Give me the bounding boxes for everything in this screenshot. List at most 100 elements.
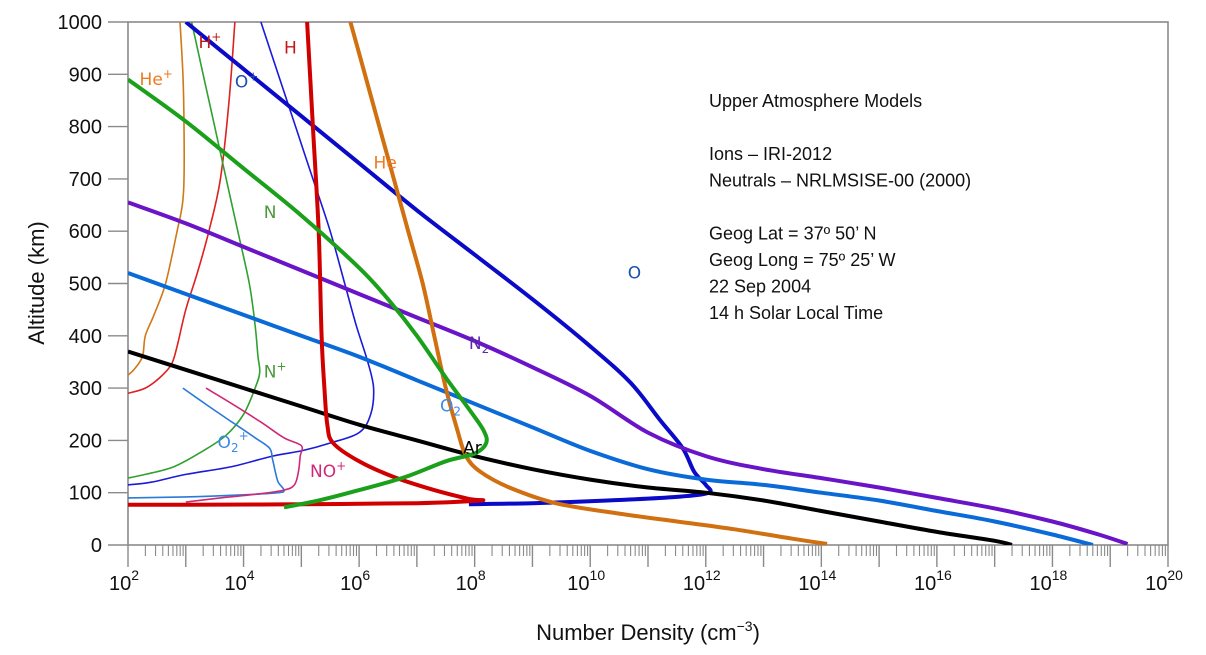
x-tick-base: 10 — [340, 573, 362, 595]
series-label-superscript: + — [211, 30, 221, 44]
series-label-n-ion: N+ — [264, 360, 287, 383]
series-label-main: N — [264, 363, 277, 383]
y-tick-label: 100 — [69, 483, 102, 505]
x-axis-title-main: Number Density (cm — [536, 620, 736, 645]
series-label-n: N — [264, 203, 277, 223]
y-tick-label: 600 — [69, 221, 102, 243]
x-tick-exponent: 2 — [131, 567, 139, 583]
model-info-annotation: Upper Atmosphere Models Ions – IRI-2012 Ne… — [709, 91, 971, 323]
x-tick-exponent: 4 — [247, 567, 255, 583]
series-label-o: O — [628, 263, 641, 283]
series-label-main: N — [469, 334, 482, 354]
series-label-h-ion: H+ — [198, 30, 221, 53]
x-tick-label: 102 — [109, 567, 139, 595]
series-label-n2: N2 — [469, 334, 489, 356]
series-line-ar — [128, 349, 1013, 545]
series-label-main: H — [198, 33, 211, 53]
series-label-o-ion: O+ — [235, 69, 258, 92]
x-tick-base: 10 — [567, 573, 589, 595]
series-label-main: O — [218, 433, 231, 453]
series-label-ar: Ar — [463, 438, 482, 458]
x-tick-base: 10 — [1030, 573, 1052, 595]
y-tick-label: 200 — [69, 430, 102, 452]
x-axis: 102 104 106 108 1010 1012 1014 1016 1018 1020 — [109, 545, 1183, 595]
series-label-superscript: + — [248, 69, 258, 83]
x-tick-label: 1010 — [567, 567, 605, 595]
info-line: Ions – IRI-2012 — [709, 144, 832, 164]
y-tick-label: 700 — [69, 169, 102, 191]
x-tick-label: 1012 — [683, 567, 721, 595]
info-line: Geog Lat = 37º 50’ N — [709, 224, 877, 244]
series-line-o2 — [128, 271, 1094, 545]
series-label-main: NO — [310, 462, 336, 482]
x-tick-exponent: 10 — [590, 567, 606, 583]
series-label-he: He — [374, 153, 397, 173]
x-tick-label: 1014 — [798, 567, 836, 595]
series-label-main: O — [440, 397, 453, 417]
x-tick-exponent: 16 — [936, 567, 952, 583]
series-label-o2: O2 — [440, 397, 461, 419]
x-tick-exponent: 20 — [1167, 567, 1183, 583]
info-line: 22 Sep 2004 — [709, 277, 811, 297]
y-tick-label: 400 — [69, 326, 102, 348]
series-label-he-ion: He+ — [140, 67, 173, 90]
series-line-h-ion — [128, 22, 236, 395]
series-label-superscript: + — [239, 429, 249, 443]
series-label-no-ion: NO+ — [310, 459, 346, 482]
series-layer — [128, 22, 1129, 545]
series-label-h: H — [284, 38, 297, 58]
series-line-no-ion — [185, 387, 304, 503]
x-tick-exponent: 18 — [1052, 567, 1068, 583]
series-line-o-ion — [128, 22, 375, 486]
x-tick-label: 1018 — [1030, 567, 1068, 595]
series-label-main: He — [374, 153, 397, 173]
x-tick-label: 104 — [225, 567, 255, 595]
info-line: Upper Atmosphere Models — [709, 91, 922, 111]
series-label-superscript: + — [163, 67, 173, 81]
y-tick-label: 900 — [69, 64, 102, 86]
series-label-main: O — [628, 263, 641, 283]
y-tick-label: 1000 — [58, 12, 103, 34]
x-tick-base: 10 — [109, 573, 131, 595]
x-tick-base: 10 — [1145, 573, 1167, 595]
series-label-superscript: + — [276, 360, 286, 374]
series-label-main: N — [264, 203, 277, 223]
y-tick-label: 300 — [69, 378, 102, 400]
series-label-main: He — [140, 70, 163, 90]
series-line-n2 — [128, 200, 1129, 545]
info-line: Geog Long = 75º 25’ W — [709, 250, 896, 270]
x-tick-base: 10 — [683, 573, 705, 595]
info-line: Neutrals – NRLMSISE-00 (2000) — [709, 171, 971, 191]
x-axis-title: Number Density (cm−3) — [536, 618, 760, 645]
series-label-main: H — [284, 38, 297, 58]
x-tick-base: 10 — [225, 573, 247, 595]
series-label-superscript: + — [336, 459, 346, 473]
y-axis: 0 100 200 300 400 500 600 700 800 900 1000 — [58, 12, 128, 557]
series-label-main: O — [235, 72, 248, 92]
series-line-h — [128, 22, 486, 507]
y-tick-label: 800 — [69, 117, 102, 139]
x-tick-exponent: 14 — [821, 567, 837, 583]
series-label-o2-ion: O2+ — [218, 429, 249, 455]
x-tick-exponent: 12 — [705, 567, 721, 583]
x-tick-label: 108 — [456, 567, 486, 595]
series-line-o — [184, 22, 713, 507]
series-line-n-ion — [128, 22, 261, 479]
series-line-he — [348, 22, 828, 545]
series-label-subscript: 2 — [231, 441, 239, 455]
y-tick-label: 0 — [91, 535, 102, 557]
x-axis-title-sup: −3 — [737, 618, 753, 634]
series-line-n — [128, 77, 489, 510]
x-tick-label: 106 — [340, 567, 370, 595]
x-axis-title-close: ) — [753, 620, 760, 645]
y-axis-title: Altitude (km) — [24, 221, 49, 344]
x-tick-base: 10 — [798, 573, 820, 595]
series-label-main: Ar — [463, 438, 482, 458]
info-line: 14 h Solar Local Time — [709, 303, 883, 323]
series-label-subscript: 2 — [482, 342, 490, 356]
x-tick-exponent: 8 — [478, 567, 486, 583]
x-tick-label: 1020 — [1145, 567, 1183, 595]
x-tick-label: 1016 — [914, 567, 952, 595]
